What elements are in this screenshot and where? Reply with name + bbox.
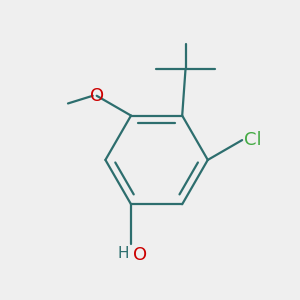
Text: O: O — [133, 245, 147, 263]
Text: Cl: Cl — [244, 131, 261, 149]
Text: O: O — [90, 87, 104, 105]
Text: H: H — [118, 245, 129, 260]
